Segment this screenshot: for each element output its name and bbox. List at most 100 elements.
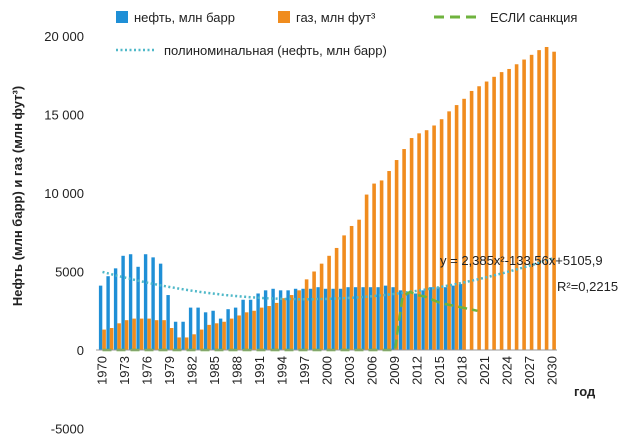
x-axis-title: год bbox=[574, 384, 596, 399]
bar-gas bbox=[402, 149, 406, 350]
x-tick-label: 2015 bbox=[432, 356, 447, 385]
bar-gas bbox=[432, 125, 436, 351]
bar-oil bbox=[256, 293, 260, 350]
bar-gas bbox=[499, 72, 504, 351]
bar-gas bbox=[244, 312, 249, 350]
bar-gas bbox=[439, 119, 444, 351]
bar-gas bbox=[342, 235, 346, 350]
bar-oil bbox=[263, 290, 268, 350]
lines bbox=[96, 257, 557, 352]
bar-gas bbox=[319, 263, 324, 350]
bar-oil bbox=[98, 285, 103, 350]
y-axis-title: Нефть (млн барр) и газ (млн фут³) bbox=[10, 86, 25, 306]
bar-gas bbox=[169, 328, 174, 350]
bar-gas bbox=[454, 105, 459, 350]
bar-oil bbox=[173, 321, 178, 350]
sanction-line bbox=[102, 290, 478, 352]
y-tick-label: 15 000 bbox=[44, 108, 84, 123]
legend-label-sanction: ЕСЛИ санкция bbox=[490, 10, 577, 25]
x-tick-label: 2018 bbox=[455, 356, 470, 385]
legend: нефть, млн барр газ, млн фут³ ЕСЛИ санкц… bbox=[116, 10, 577, 58]
x-tick-label: 1991 bbox=[252, 356, 267, 385]
bar-gas bbox=[214, 323, 219, 350]
bar-gas bbox=[372, 183, 376, 350]
bar-gas bbox=[274, 302, 279, 350]
x-tick-label: 1994 bbox=[275, 356, 290, 385]
bar-gas bbox=[387, 171, 391, 350]
y-tick-label: -5000 bbox=[51, 422, 84, 437]
bar-gas bbox=[462, 98, 466, 350]
legend-label-trend: полиноминальная (нефть, млн барр) bbox=[164, 43, 387, 58]
y-tick-label: 0 bbox=[77, 343, 84, 358]
trend-equation: y = 2,385x²-133,56x+5105,9 bbox=[440, 253, 603, 268]
x-tick-label: 2000 bbox=[320, 356, 335, 385]
bar-gas bbox=[357, 219, 361, 350]
y-tick-label: 20 000 bbox=[44, 29, 84, 44]
bar-gas bbox=[109, 328, 114, 350]
bar-gas bbox=[147, 318, 151, 350]
x-tick-label: 1997 bbox=[297, 356, 312, 385]
bar-gas bbox=[162, 320, 166, 350]
x-tick-label: 1979 bbox=[162, 356, 177, 385]
bar-oil bbox=[203, 312, 208, 350]
bar-oil bbox=[128, 254, 133, 350]
bar-oil bbox=[398, 290, 403, 350]
bar-oil bbox=[346, 287, 350, 350]
bar-gas bbox=[394, 160, 399, 350]
bar-oil bbox=[241, 299, 245, 350]
bar-oil bbox=[166, 295, 170, 350]
bar-oil bbox=[113, 268, 118, 350]
legend-label-gas: газ, млн фут³ bbox=[296, 10, 376, 25]
bar-oil bbox=[361, 287, 365, 350]
bar-gas bbox=[304, 279, 309, 350]
bar-gas bbox=[522, 59, 526, 351]
bars bbox=[98, 46, 556, 351]
bar-oil bbox=[248, 299, 253, 350]
bar-oil bbox=[428, 287, 433, 350]
bar-oil bbox=[218, 318, 223, 350]
bar-gas bbox=[124, 320, 129, 350]
legend-swatch-gas bbox=[278, 11, 290, 23]
bar-gas bbox=[117, 323, 121, 350]
bar-gas bbox=[424, 130, 429, 350]
bar-oil bbox=[308, 288, 313, 350]
bar-oil bbox=[278, 290, 283, 350]
legend-item-gas: газ, млн фут³ bbox=[278, 10, 376, 25]
bar-gas bbox=[477, 86, 481, 351]
x-tick-label: 2009 bbox=[387, 356, 402, 385]
bar-oil bbox=[233, 307, 238, 350]
bar-gas bbox=[379, 180, 384, 350]
x-tick-label: 1970 bbox=[95, 356, 110, 385]
bar-oil bbox=[301, 288, 305, 350]
x-tick-label: 2006 bbox=[365, 356, 380, 385]
bar-gas bbox=[552, 51, 556, 350]
bar-gas bbox=[409, 138, 414, 350]
bar-gas bbox=[447, 111, 451, 350]
bar-oil bbox=[151, 257, 155, 350]
legend-item-oil: нефть, млн барр bbox=[116, 10, 235, 25]
legend-label-oil: нефть, млн барр bbox=[134, 10, 235, 25]
bar-oil bbox=[286, 290, 290, 350]
bar-gas bbox=[514, 64, 519, 350]
bar-gas bbox=[507, 68, 511, 350]
bar-gas bbox=[207, 324, 211, 350]
x-tick-label: 1985 bbox=[207, 356, 222, 385]
bar-oil bbox=[181, 321, 185, 350]
x-tick-label: 2003 bbox=[342, 356, 357, 385]
bar-gas bbox=[252, 310, 256, 350]
bar-gas bbox=[327, 255, 331, 350]
bar-gas bbox=[139, 318, 144, 350]
bar-oil bbox=[293, 288, 298, 350]
bar-gas bbox=[484, 81, 489, 350]
bar-oil bbox=[143, 254, 148, 350]
bar-gas bbox=[417, 133, 421, 350]
bar-gas bbox=[237, 315, 241, 350]
bar-gas bbox=[334, 247, 339, 350]
bar-gas bbox=[259, 307, 264, 350]
bar-oil bbox=[376, 287, 380, 350]
bar-oil bbox=[406, 291, 410, 350]
bar-gas bbox=[102, 329, 106, 350]
bar-gas bbox=[222, 321, 226, 350]
bar-oil bbox=[413, 293, 418, 350]
